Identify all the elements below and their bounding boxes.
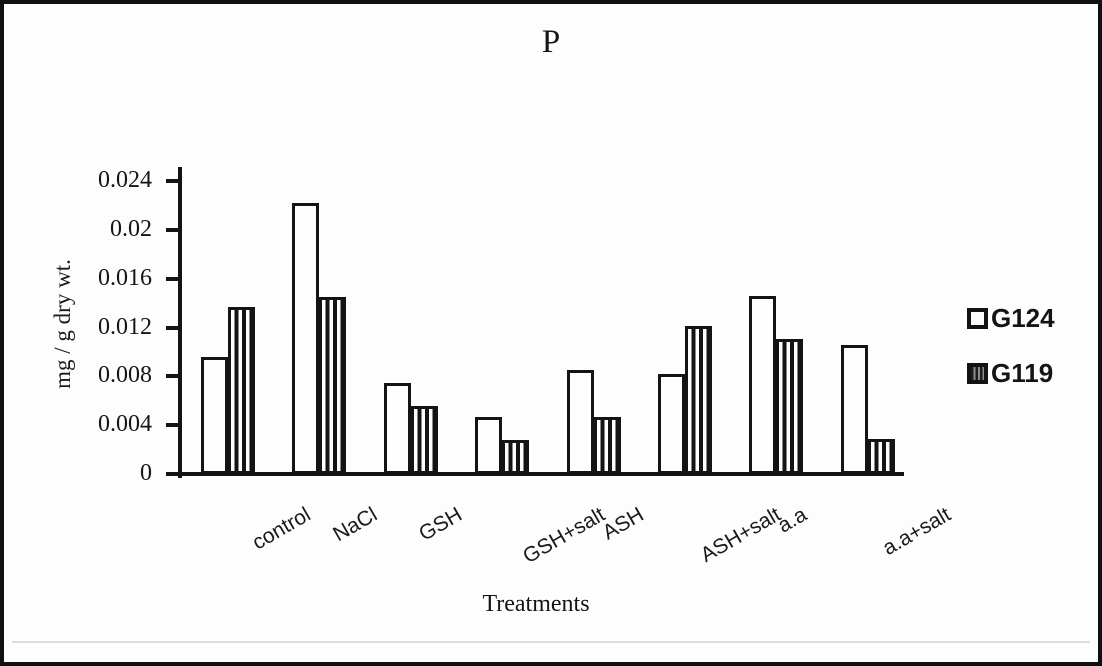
bar-G119-ASH xyxy=(593,416,621,474)
bar-G119-control xyxy=(228,306,255,474)
y-tick-label-0.008: 0.008 xyxy=(98,362,152,389)
y-tick-mark-0.004 xyxy=(166,423,179,428)
bar-G124-ASH xyxy=(566,370,594,474)
bar-G119-GSH+salt xyxy=(502,439,530,474)
legend-swatch-hatched-square-icon xyxy=(967,363,988,384)
bar-G124-control xyxy=(201,356,228,474)
legend-item-g119: G119 xyxy=(967,358,1053,389)
y-tick-mark-0.016 xyxy=(166,276,179,281)
y-tick-label-0.004: 0.004 xyxy=(98,411,152,438)
y-tick-label-0.016: 0.016 xyxy=(98,264,152,291)
chart-title: P xyxy=(541,24,561,60)
x-category-label-ASH+salt: ASH+salt xyxy=(696,503,785,567)
legend-swatch-open-square-icon xyxy=(967,308,988,329)
y-tick-label-0.024: 0.024 xyxy=(98,167,152,194)
x-category-label-a.a+salt: a.a+salt xyxy=(878,503,955,560)
y-tick-label-0: 0 xyxy=(140,460,152,486)
bar-G119-ASH+salt xyxy=(685,326,712,474)
y-tick-mark-0 xyxy=(166,472,179,476)
legend-item-g124: G124 xyxy=(967,303,1055,334)
y-axis-line xyxy=(178,167,182,478)
y-tick-mark-0.024 xyxy=(166,179,179,184)
page-edge-artifact-line xyxy=(12,641,1090,643)
x-axis-title: Treatments xyxy=(482,591,590,617)
legend-label-g119: G119 xyxy=(991,358,1054,388)
bar-G124-GSH+salt xyxy=(475,416,503,474)
legend-label-g124: G124 xyxy=(991,303,1055,333)
bar-G124-a.a xyxy=(749,295,777,474)
bar-G119-NaCl xyxy=(319,297,347,474)
y-tick-mark-0.012 xyxy=(166,325,179,330)
bar-G124-NaCl xyxy=(292,203,320,474)
x-category-label-NaCl: NaCl xyxy=(328,503,381,547)
bar-G119-a.a xyxy=(776,338,804,474)
x-category-label-control: control xyxy=(248,503,315,555)
bar-G124-GSH xyxy=(383,382,411,474)
y-tick-label-0.012: 0.012 xyxy=(98,313,152,340)
y-tick-label-0.02: 0.02 xyxy=(110,216,152,242)
x-category-label-a.a: a.a xyxy=(774,503,811,538)
y-tick-mark-0.008 xyxy=(166,374,179,379)
bar-G124-ASH+salt xyxy=(658,373,685,474)
x-category-label-ASH: ASH xyxy=(599,503,649,545)
y-tick-mark-0.02 xyxy=(166,228,179,232)
bar-G119-GSH xyxy=(410,405,438,474)
x-category-label-GSH+salt: GSH+salt xyxy=(518,503,609,569)
bar-G119-a.a+salt xyxy=(867,438,895,474)
x-axis-line xyxy=(178,472,904,476)
bar-G124-a.a+salt xyxy=(840,344,868,474)
x-category-label-GSH: GSH xyxy=(415,503,467,546)
